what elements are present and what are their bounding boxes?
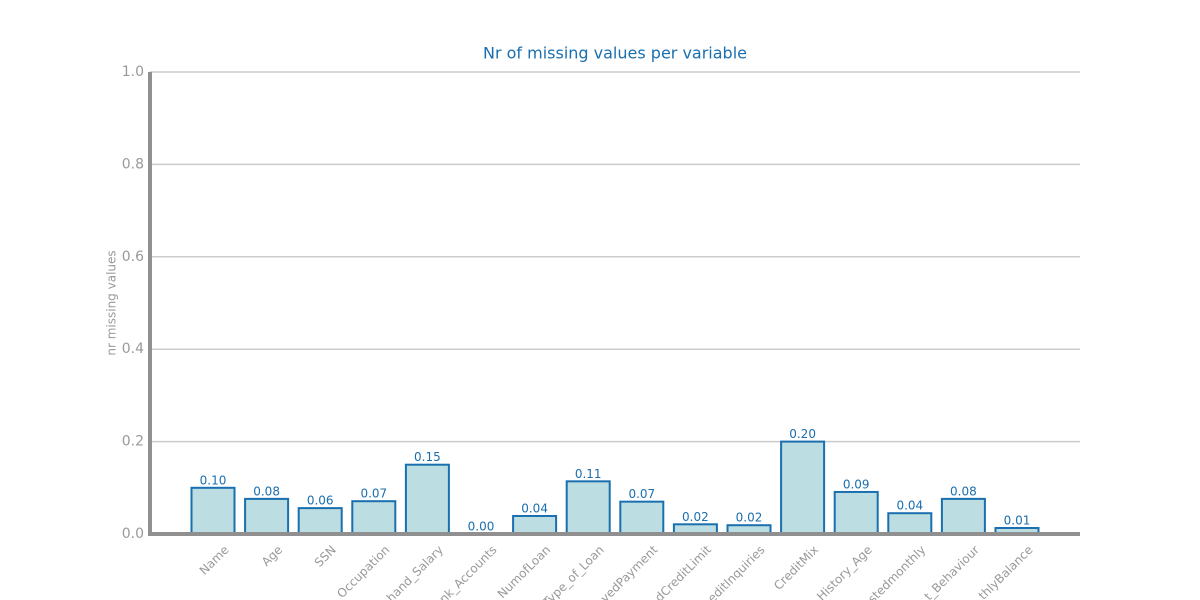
bar	[940, 497, 986, 535]
bar	[351, 500, 397, 535]
bar	[512, 514, 558, 535]
bar	[404, 463, 450, 536]
value-label: 0.11	[575, 467, 602, 481]
bar	[297, 507, 343, 535]
bar	[619, 500, 665, 536]
y-tick-label: 1.0	[122, 64, 144, 80]
x-tick-label: Age	[259, 543, 285, 569]
x-tick-label: Occupation	[334, 543, 392, 600]
bar	[244, 497, 290, 535]
chart-title: Nr of missing values per variable	[483, 44, 747, 63]
value-label: 0.08	[253, 484, 280, 498]
value-label: 0.07	[360, 487, 387, 501]
value-label: 0.02	[682, 510, 709, 524]
x-tick-label: thlyBalance	[976, 543, 1036, 600]
value-label: 0.08	[950, 484, 977, 498]
value-label: 0.02	[736, 511, 763, 525]
bar	[565, 480, 611, 535]
value-label: 0.20	[789, 427, 816, 441]
y-tick-label: 0.0	[122, 526, 144, 542]
value-label: 0.09	[843, 477, 870, 491]
x-tick-label: NumofLoan	[495, 543, 553, 600]
x-tick-label: SSN	[312, 543, 339, 570]
y-tick-label: 0.2	[122, 434, 144, 450]
bar	[190, 486, 236, 535]
x-tick-label: editInquiries	[705, 543, 768, 600]
value-label: 0.06	[307, 494, 334, 508]
x-tick-label: t_Behaviour	[921, 543, 982, 600]
value-label: 0.15	[414, 450, 441, 464]
bar	[833, 490, 879, 536]
value-label: 0.00	[468, 520, 495, 534]
x-tick-label: History_Age	[814, 543, 875, 600]
y-tick-label: 0.6	[122, 249, 144, 265]
x-tick-label: CreditMix	[771, 543, 821, 593]
value-label: 0.04	[896, 499, 923, 513]
x-tick-label: dCreditLimit	[652, 542, 714, 600]
x-tick-label: nk_Accounts	[436, 543, 499, 600]
bar	[887, 512, 933, 536]
x-tick-label: hand_Salary	[384, 543, 446, 600]
bar	[780, 440, 826, 536]
x-tick-label: Name	[197, 543, 232, 578]
value-label: 0.04	[521, 501, 548, 515]
y-tick-label: 0.4	[122, 341, 144, 357]
x-tick-label: stedmonthly	[865, 543, 928, 600]
value-label: 0.07	[628, 487, 655, 501]
x-tick-label: yedPayment	[598, 542, 661, 600]
y-tick-label: 0.8	[122, 156, 144, 172]
y-axis-label: nr missing values	[105, 250, 119, 355]
value-label: 0.01	[1004, 513, 1031, 527]
value-label: 0.10	[200, 473, 227, 487]
